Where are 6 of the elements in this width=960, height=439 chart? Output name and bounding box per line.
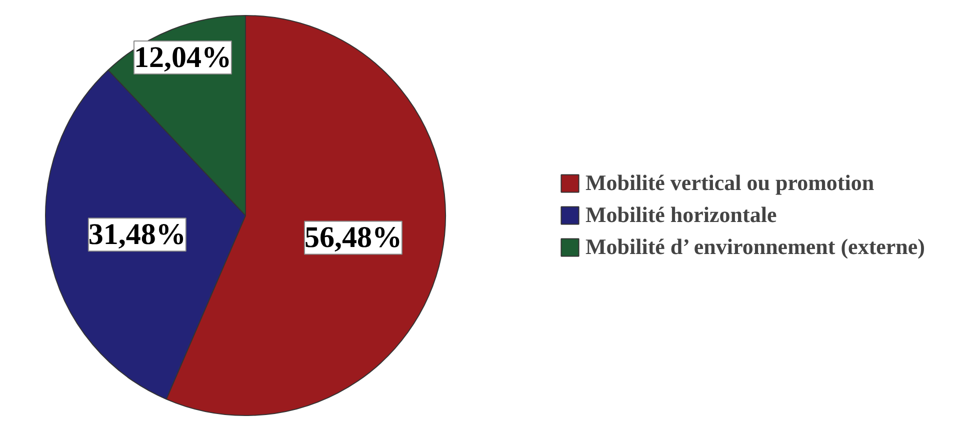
data-label: 56,48%	[304, 221, 402, 254]
legend-label: Mobilité horizontale	[586, 202, 777, 228]
legend-label: Mobilité vertical ou promotion	[586, 170, 874, 196]
legend-label: Mobilité d’ environnement (externe)	[586, 234, 925, 260]
data-label: 12,04%	[134, 41, 232, 74]
data-label: 31,48%	[88, 218, 186, 252]
